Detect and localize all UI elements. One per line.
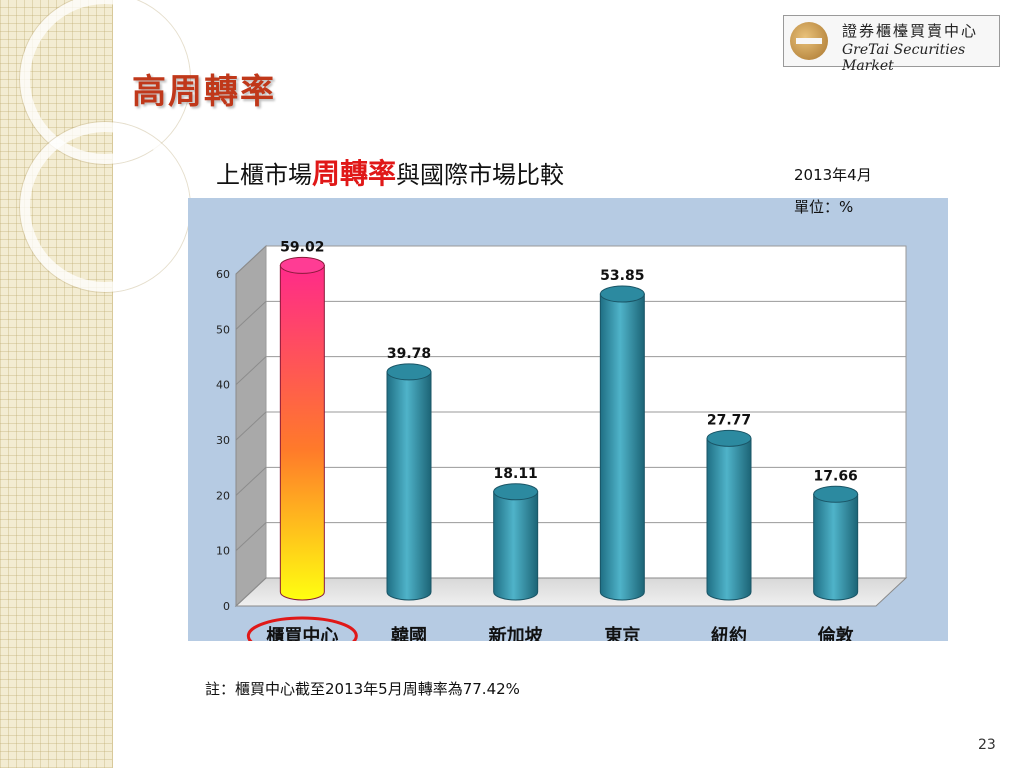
bar-top <box>813 485 859 503</box>
bar-chart: 0 10 20 30 40 50 60 59.02 39.78 18.11 53.85 27.77 1… <box>216 239 908 656</box>
bar-top <box>599 285 645 303</box>
y-tick-label: 40 <box>216 379 230 392</box>
bar-top <box>493 483 539 501</box>
bar-body <box>706 437 752 601</box>
category-label: 櫃買中心 <box>266 625 338 641</box>
gridline-side <box>235 356 267 386</box>
unit-note: 單位：% <box>794 198 854 216</box>
bar <box>493 483 539 601</box>
y-tick-label: 30 <box>216 434 230 447</box>
bar-top <box>386 363 432 381</box>
gridline-side <box>235 577 267 607</box>
data-label: 53.85 <box>600 268 644 284</box>
bar-body <box>279 264 325 601</box>
category-label: 紐約 <box>711 625 747 641</box>
data-label: 18.11 <box>494 466 538 482</box>
bar-body <box>493 491 539 601</box>
y-tick-label: 10 <box>216 545 230 558</box>
gridline-side <box>235 522 267 552</box>
date-note: 2013年4月 <box>794 166 872 184</box>
bar-top <box>706 429 752 447</box>
gridline-side <box>235 300 267 330</box>
logo-english-text: GreTai Securities Market <box>842 42 966 74</box>
bar <box>706 429 752 601</box>
chart-title-part1: 上櫃市場 <box>216 161 312 189</box>
chart-title-highlight: 周轉率 <box>312 157 397 190</box>
chart-title-part2: 與國際市場比較 <box>396 161 565 189</box>
chart-floor <box>234 577 908 607</box>
bar <box>279 256 325 601</box>
logo-emblem-icon <box>790 22 828 60</box>
gridline-side <box>235 245 267 275</box>
slide-title: 高周轉率 <box>132 72 276 112</box>
category-label: 韓國 <box>391 625 427 641</box>
y-tick-label: 50 <box>216 323 230 336</box>
category-label: 東京 <box>604 625 640 641</box>
page-number: 23 <box>978 737 996 753</box>
bar <box>386 363 432 601</box>
bar-body <box>599 293 645 601</box>
bar-body <box>386 371 432 601</box>
y-tick-label: 20 <box>216 489 230 502</box>
gridline-side <box>235 411 267 441</box>
gridline-side <box>235 466 267 496</box>
data-label: 17.66 <box>814 468 858 484</box>
gretai-logo: 證券櫃檯買賣中心 GreTai Securities Market <box>783 15 1000 74</box>
bar <box>813 485 859 601</box>
bar-top <box>279 256 325 274</box>
data-label: 59.02 <box>280 239 324 255</box>
y-tick-label: 60 <box>216 268 230 281</box>
chart-panel: 0 10 20 30 40 50 60 59.02 39.78 18.11 53.85 27.77 1… <box>188 198 948 656</box>
category-label: 倫敦 <box>818 625 855 641</box>
bar-body <box>813 493 859 601</box>
decorative-ring-bottom <box>20 122 190 292</box>
y-tick-label: 0 <box>223 600 230 613</box>
data-label: 27.77 <box>707 412 751 428</box>
bar <box>599 285 645 601</box>
footnote: 註：櫃買中心截至2013年5月周轉率為77.42% <box>205 680 520 698</box>
logo-chinese-text: 證券櫃檯買賣中心 <box>842 22 979 40</box>
category-label: 新加坡 <box>489 625 544 641</box>
data-label: 39.78 <box>387 346 431 362</box>
chart-title: 上櫃市場周轉率與國際市場比較 <box>216 152 564 192</box>
